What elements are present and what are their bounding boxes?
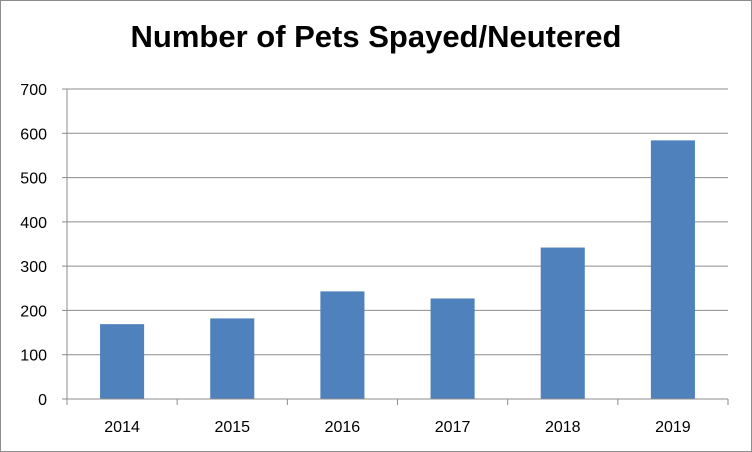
x-tick-label: 2015 — [214, 419, 250, 436]
y-tick-label: 100 — [20, 348, 47, 365]
y-tick-label: 0 — [38, 392, 47, 409]
y-tick-label: 600 — [20, 126, 47, 143]
bars — [100, 140, 695, 399]
chart-title: Number of Pets Spayed/Neutered — [130, 19, 622, 54]
bar — [650, 140, 695, 399]
x-tick-label: 2016 — [325, 419, 361, 436]
bar — [100, 324, 145, 399]
x-tick-label: 2018 — [545, 419, 581, 436]
bar — [210, 318, 255, 399]
y-tick-label: 300 — [20, 259, 47, 276]
bar — [320, 291, 365, 399]
y-tick-label: 400 — [20, 215, 47, 232]
bar — [430, 298, 475, 399]
y-tick-label: 500 — [20, 171, 47, 188]
bar — [540, 247, 585, 399]
y-tick-label: 700 — [20, 82, 47, 99]
axes — [62, 88, 729, 405]
y-tick-label: 200 — [20, 303, 47, 320]
x-tick-label: 2014 — [104, 419, 140, 436]
tick-labels: 0 100 200 300 400 500 600 700 2014 2015 2016 2017 20… — [20, 82, 691, 436]
x-tick-label: 2019 — [655, 419, 691, 436]
gridlines — [67, 88, 728, 356]
x-tick-label: 2017 — [435, 419, 471, 436]
